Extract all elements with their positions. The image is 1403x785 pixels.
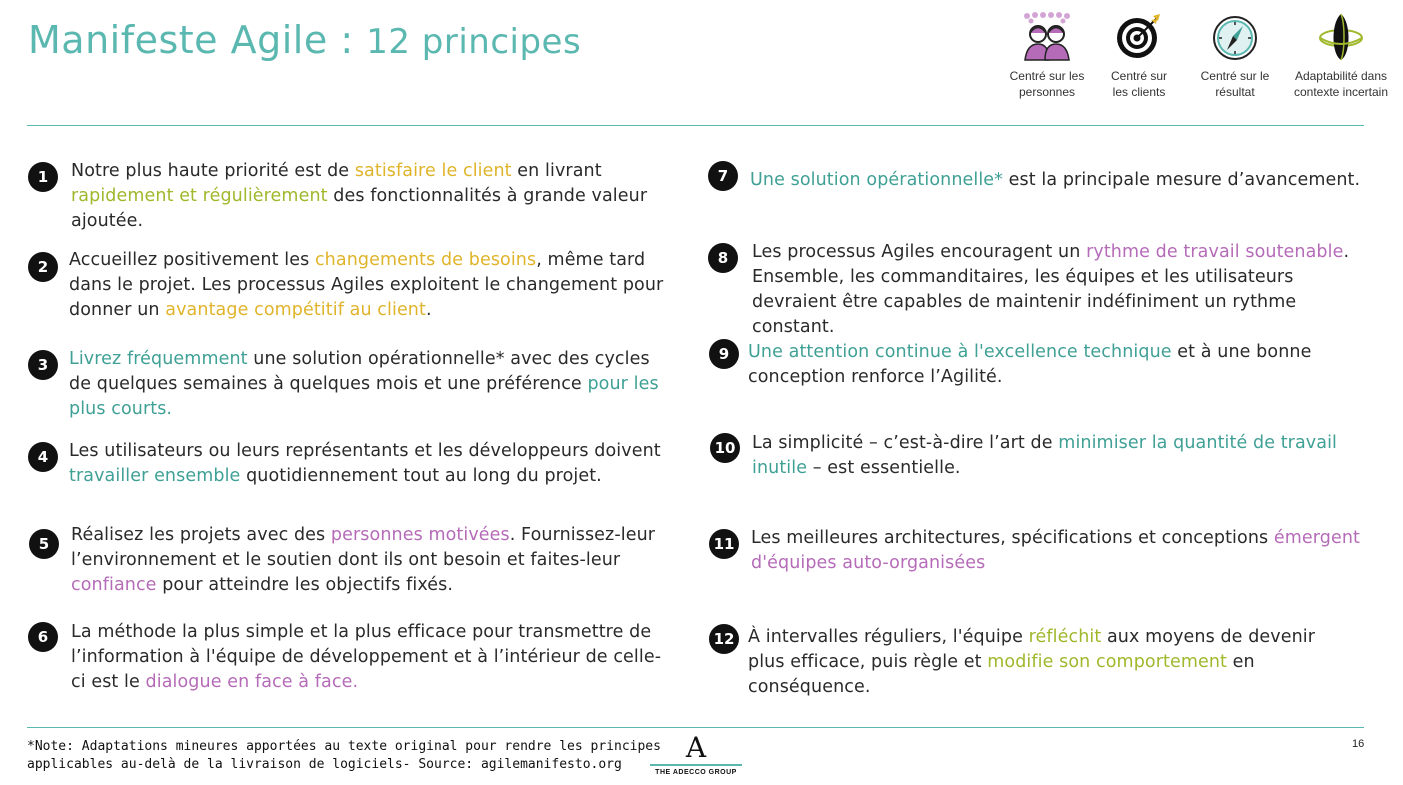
principle-text-segment: À intervalles réguliers, l'équipe bbox=[748, 627, 1029, 647]
principle-number-badge: 11 bbox=[709, 529, 739, 559]
principle-highlight: minimiser la quantité de travail inutile bbox=[752, 433, 1338, 478]
principle-text-segment: est la principale mesure d’avancement. bbox=[1003, 170, 1361, 190]
principle-number-badge: 6 bbox=[28, 622, 58, 652]
principle-text-segment: La simplicité – c’est-à-dire l’art de bbox=[752, 433, 1059, 453]
principle-text-segment: . bbox=[425, 300, 432, 320]
title-main: Manifeste Agile : bbox=[28, 18, 367, 62]
principle-highlight: réfléchit bbox=[1028, 627, 1102, 647]
principle-highlight: modifie son comportement bbox=[987, 652, 1228, 672]
page-number: 16 bbox=[1352, 738, 1365, 750]
principle-highlight: rapidement et régulièrement bbox=[71, 186, 328, 206]
principle-highlight: dialogue en face à face. bbox=[145, 672, 359, 692]
principle-text-segment: Les utilisateurs ou leurs représentants … bbox=[69, 441, 661, 461]
principle-text-segment: des fonctionnalités à grande valeur ajou… bbox=[71, 186, 648, 231]
principle-number-badge: 12 bbox=[709, 624, 739, 654]
principle-highlight: confiance bbox=[71, 575, 157, 595]
principle-text-segment: . Fournissez-leur l’environnement et le … bbox=[71, 525, 656, 570]
legend-people: Centré sur les personnes bbox=[1004, 10, 1090, 100]
legend-clients: Centré sur les clients bbox=[1098, 10, 1180, 100]
principle-number-badge: 5 bbox=[29, 529, 59, 559]
principle-text-segment: Les meilleures architectures, spécificat… bbox=[751, 528, 1274, 548]
principle-text: Une solution opérationnelle* est la prin… bbox=[750, 168, 1370, 193]
target-icon bbox=[1117, 14, 1160, 58]
principle-text-segment: – est essentielle. bbox=[807, 458, 961, 478]
principle-number-badge: 1 bbox=[28, 162, 58, 192]
logo-mark: A bbox=[685, 731, 707, 764]
footnote: *Note: Adaptations mineures apportées au… bbox=[27, 739, 661, 772]
principle-number-badge: 2 bbox=[28, 252, 58, 282]
principle-text-segment: pour atteindre les objectifs fixés. bbox=[156, 575, 454, 595]
principle-highlight: rythme de travail soutenable bbox=[1086, 242, 1344, 262]
principle-number-badge: 7 bbox=[708, 161, 738, 191]
principle-highlight: pour les plus courts. bbox=[69, 374, 659, 419]
principle-text-segment: en livrant bbox=[511, 161, 602, 181]
legend-adaptability: Adaptabilité dans contexte incertain bbox=[1286, 10, 1396, 100]
principle-text-segment: Accueillez positivement les bbox=[69, 250, 315, 270]
principle-text-segment: en conséquence. bbox=[748, 652, 1255, 697]
principle-number-badge: 9 bbox=[709, 339, 739, 369]
page-title: Manifeste Agile : 12 principes bbox=[28, 18, 581, 62]
principle-number-badge: 8 bbox=[708, 243, 738, 273]
principle-text-segment: La méthode la plus simple et la plus eff… bbox=[71, 622, 662, 692]
legend-label: Centré sur le résultat bbox=[1200, 69, 1270, 99]
principle-number-badge: 4 bbox=[28, 442, 58, 472]
principle-highlight: Une solution opérationnelle* bbox=[750, 170, 1004, 190]
principle-text: La simplicité – c’est-à-dire l’art de mi… bbox=[752, 431, 1352, 481]
principle-highlight: Livrez fréquemment bbox=[69, 349, 248, 369]
footer-divider bbox=[27, 727, 1364, 728]
principle-text-segment: Réalisez les projets avec des bbox=[71, 525, 331, 545]
principle-text-segment: Les processus Agiles encouragent un bbox=[752, 242, 1087, 262]
principle-text: Accueillez positivement les changements … bbox=[69, 248, 674, 323]
principle-text: À intervalles réguliers, l'équipe réfléc… bbox=[748, 625, 1348, 700]
principle-text: Réalisez les projets avec des personnes … bbox=[71, 523, 671, 598]
legend-label: Adaptabilité dans contexte incertain bbox=[1293, 69, 1389, 99]
principle-highlight: changements de besoins bbox=[314, 250, 537, 270]
chameleon-icon bbox=[1319, 13, 1363, 61]
legend-label: Centré sur les clients bbox=[1110, 69, 1168, 99]
logo-name: THE ADECCO GROUP bbox=[655, 769, 737, 776]
principle-number-badge: 10 bbox=[710, 433, 740, 463]
principle-highlight: personnes motivées bbox=[330, 525, 510, 545]
compass-icon bbox=[1213, 16, 1257, 60]
header-divider bbox=[27, 125, 1364, 126]
principle-highlight: avantage compétitif au client bbox=[165, 300, 426, 320]
principle-highlight: Une attention continue à l'excellence te… bbox=[748, 342, 1172, 362]
principle-text: Livrez fréquemment une solution opératio… bbox=[69, 347, 669, 422]
principle-text-segment: Notre plus haute priorité est de bbox=[71, 161, 355, 181]
title-number: 12 principes bbox=[366, 22, 582, 62]
principle-text: Notre plus haute priorité est de satisfa… bbox=[71, 159, 671, 234]
principle-text: La méthode la plus simple et la plus eff… bbox=[71, 620, 671, 695]
principle-text-segment: , même tard dans le projet. Les processu… bbox=[69, 250, 664, 320]
legend-label: Centré sur les personnes bbox=[1009, 69, 1085, 99]
principle-text: Les utilisateurs ou leurs représentants … bbox=[69, 439, 669, 489]
principle-text-segment: aux moyens de devenir plus efficace, pui… bbox=[748, 627, 1316, 672]
logo-line bbox=[650, 764, 742, 766]
principle-text: Les processus Agiles encouragent un ryth… bbox=[752, 240, 1372, 340]
legend-result: Centré sur le résultat bbox=[1192, 10, 1278, 100]
principle-number-badge: 3 bbox=[28, 350, 58, 380]
principle-text-segment: une solution opérationnelle* avec des cy… bbox=[69, 349, 650, 394]
principle-text-segment: et à une bonne conception renforce l’Agi… bbox=[748, 342, 1312, 387]
principle-highlight: émergent d'équipes auto-organisées bbox=[751, 528, 1360, 573]
principle-text: Les meilleures architectures, spécificat… bbox=[751, 526, 1361, 576]
principle-text-segment: quotidiennement tout au long du projet. bbox=[240, 466, 602, 486]
principle-text-segment: . Ensemble, les commanditaires, les équi… bbox=[752, 242, 1350, 337]
principle-text: Une attention continue à l'excellence te… bbox=[748, 340, 1348, 390]
principle-highlight: travailler ensemble bbox=[69, 466, 241, 486]
principle-highlight: satisfaire le client bbox=[354, 161, 512, 181]
company-logo: A THE ADECCO GROUP bbox=[650, 734, 742, 776]
people-icon bbox=[1024, 12, 1070, 61]
